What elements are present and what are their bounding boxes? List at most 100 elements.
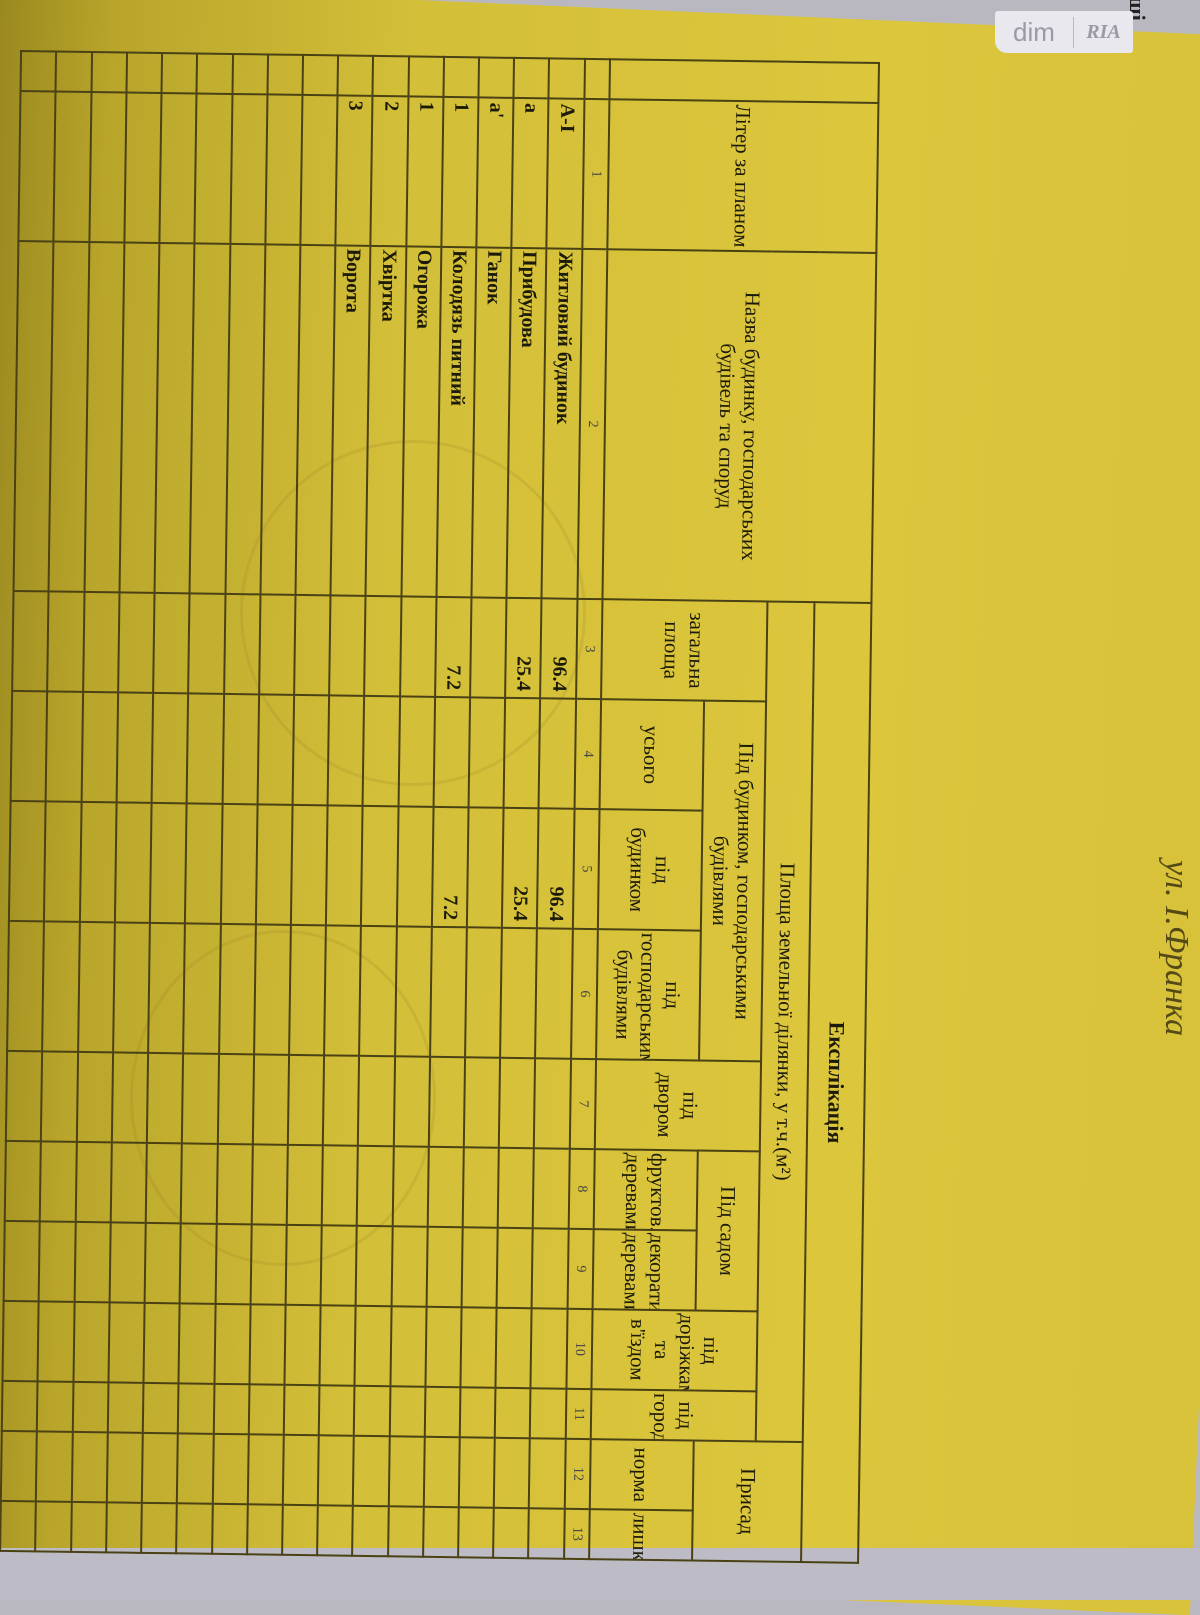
table-cell [82, 591, 120, 693]
dimria-watermark: dim RIA [995, 11, 1133, 53]
cell-letter: 3 [335, 95, 373, 246]
table-cell [494, 1437, 531, 1509]
table-cell [463, 1057, 501, 1148]
table-cell [387, 1506, 424, 1557]
table-cell [302, 54, 339, 96]
table-cell [53, 91, 92, 242]
header-garden-group: Під садом [695, 1150, 761, 1312]
table-cell [426, 1226, 463, 1308]
table-cell [257, 694, 295, 805]
table-cell [354, 1305, 392, 1387]
table-cell [530, 1308, 568, 1389]
cell-total [399, 596, 437, 697]
table-cell [116, 692, 154, 803]
table-cell [433, 696, 471, 808]
table-cell [539, 698, 576, 809]
table-cell [462, 1147, 500, 1228]
table-cell [212, 1433, 249, 1505]
cell-total [470, 597, 507, 698]
table-cell [323, 1055, 360, 1146]
table-cell [267, 54, 304, 95]
table-cell [503, 697, 541, 809]
table-cell [3, 1220, 41, 1302]
stamp-mark [130, 930, 436, 1266]
table-cell [372, 55, 409, 97]
table-cell [393, 1056, 430, 1147]
table-cell [182, 1053, 219, 1144]
table-cell [146, 1052, 184, 1144]
table-cell [287, 1054, 325, 1146]
table-cell [108, 1302, 145, 1383]
table-cell [142, 1382, 179, 1434]
table-cell [292, 694, 330, 806]
header-paths: під доріжками та в'їздом [591, 1309, 758, 1392]
table-cell [91, 51, 127, 93]
table-cell [392, 1146, 429, 1227]
table-cell [189, 243, 230, 594]
table-cell [12, 590, 49, 692]
table-cell [461, 1227, 498, 1308]
table-cell [460, 1307, 497, 1388]
margin-cell [609, 59, 879, 103]
table-cell [178, 1303, 216, 1384]
header-total: загальна площа [600, 599, 768, 702]
cell-total [364, 595, 402, 697]
table-cell [232, 53, 268, 95]
table-cell [72, 1381, 109, 1433]
table-cell [179, 1223, 217, 1304]
table-cell [548, 58, 585, 99]
table-cell [154, 242, 195, 594]
table-cell [220, 803, 258, 925]
column-number: 11 [565, 1388, 592, 1440]
watermark-dim: dim [995, 16, 1074, 48]
table-cell [529, 1438, 566, 1509]
table-cell [176, 1503, 213, 1554]
table-cell [493, 1507, 530, 1559]
header-partial: Присад [692, 1440, 803, 1563]
cell-under-house: 96.4 [537, 808, 575, 929]
table-cell [327, 695, 365, 806]
cell-letter: 2 [370, 95, 409, 247]
table-cell [77, 921, 115, 1053]
column-number: 10 [566, 1308, 593, 1390]
table-cell [40, 1141, 77, 1222]
table-cell [196, 53, 233, 94]
cell-under-house [361, 805, 399, 927]
table-cell [247, 1434, 284, 1505]
table-cell [422, 1506, 459, 1558]
header-excess: лишки [588, 1509, 693, 1561]
cell-total: 7.2 [434, 596, 472, 698]
table-cell [46, 691, 83, 802]
table-cell [37, 1381, 74, 1432]
table-cell [532, 1228, 569, 1309]
cell-total: 25.4 [505, 597, 542, 699]
table-cell [265, 94, 303, 245]
header-vegetable: під городом [590, 1389, 757, 1442]
watermark-ria: RIA [1086, 20, 1121, 43]
table-cell [318, 1385, 355, 1436]
column-number: 13 [563, 1508, 590, 1560]
cell-under-house [396, 806, 434, 927]
stamp-mark [240, 440, 586, 786]
table-cell [111, 1052, 149, 1143]
table-cell [181, 1143, 218, 1224]
table-cell [214, 1303, 251, 1385]
table-cell [36, 1431, 73, 1502]
table-cell [177, 1433, 214, 1504]
table-cell [79, 801, 117, 923]
table-cell [427, 1146, 464, 1228]
table-cell [89, 91, 127, 243]
table-cell [282, 1434, 319, 1506]
table-cell [289, 924, 327, 1056]
table-cell [317, 1435, 355, 1506]
column-number: 4 [574, 698, 601, 810]
table-cell [148, 922, 186, 1054]
table-cell [354, 1385, 391, 1437]
table-cell [324, 925, 362, 1056]
table-cell [468, 697, 506, 808]
column-number: 8 [568, 1148, 595, 1230]
table-cell [194, 93, 233, 244]
cell-under-house [326, 805, 363, 926]
column-number: 7 [569, 1058, 596, 1150]
header-under-house: під будинком [597, 809, 703, 931]
